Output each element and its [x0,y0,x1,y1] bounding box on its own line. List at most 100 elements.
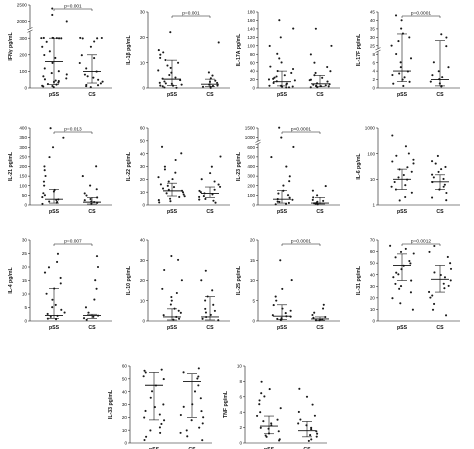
data-point [442,185,445,188]
data-point [410,279,413,282]
y-tick-label: 1500 [245,126,256,131]
data-point [80,54,83,57]
y-axis-label: IL-22 pg/mL [126,151,132,181]
category-label: CS [436,92,444,98]
data-point [258,399,261,402]
data-point [85,83,88,86]
y-tick-label: 40 [250,69,256,74]
data-point [143,439,146,442]
y-tick-label: 150 [19,174,27,179]
data-point [89,184,92,187]
axis-break-mark [255,139,261,143]
data-point [287,86,291,89]
data-point [412,158,415,161]
data-point [46,83,50,86]
data-point [204,299,207,302]
p-value-label: p=0.007 [64,239,82,245]
y-tick-label: 40 [140,238,146,243]
data-point [51,61,54,64]
data-point [278,200,281,203]
data-point [161,85,164,88]
y-axis-label: IL-1β pg/mL [126,34,132,64]
data-point [313,414,316,417]
y-tick-label: 180 [247,10,255,15]
data-point [276,52,279,55]
data-point [207,71,210,74]
data-point [93,57,96,60]
data-point [259,426,262,429]
y-tick-label: 5 [24,305,27,310]
data-point [399,66,402,69]
data-point [433,244,436,248]
data-point [269,65,272,68]
data-point [160,368,163,371]
y-tick-label: 6 [239,394,242,399]
data-point [143,369,146,372]
data-point [170,299,173,302]
data-point [443,287,446,290]
data-point [162,314,165,317]
y-tick-label: 200 [19,52,27,57]
data-point [322,303,325,306]
data-point [180,83,183,86]
data-point [397,176,400,179]
data-point [329,70,332,73]
data-point [158,81,161,84]
data-point [198,189,201,192]
data-point [60,308,63,311]
data-point [41,84,44,87]
data-point [161,187,165,190]
data-point [219,185,222,188]
data-point [198,195,201,198]
panel-1: 0 100 200 300 2000 2500 IFNγ pg/mL pSS CS p=0.001 [8,3,112,98]
y-tick-label: 0 [24,203,27,208]
p-value-label: p<0.0001 [291,127,311,133]
data-point [260,380,263,383]
y-tick-label: 100 [247,43,255,48]
data-point [309,434,312,437]
data-point [89,197,92,201]
data-point [167,188,170,191]
data-point [180,189,184,192]
y-tick-label: 45 [370,10,376,15]
y-tick-label: 60 [250,60,256,65]
data-point [389,244,392,247]
category-label: CS [316,92,324,98]
data-point [391,134,394,137]
data-point [163,419,166,422]
y-tick-label: 120 [247,35,255,40]
data-point [197,384,200,387]
data-point [83,192,86,195]
y-axis-label: IL-17A pg/mL [236,33,242,66]
data-point [42,180,46,183]
data-point [298,387,301,390]
data-point [86,75,89,78]
data-point [171,178,174,181]
data-point [312,196,315,199]
y-tick-label: 0 [252,319,255,324]
y-axis-label: IL-4 pg/mL [8,267,14,294]
data-point [201,317,204,320]
data-point [409,57,413,60]
data-point [214,79,217,82]
data-point [391,160,394,163]
data-point [407,152,410,155]
data-point [49,315,52,318]
data-point [95,165,98,168]
data-point [290,71,293,75]
data-point [161,287,164,290]
y-tick-label: 20 [140,177,146,182]
data-point [202,195,205,198]
data-point [153,406,156,409]
data-point [92,76,95,79]
panel-13: 0 10 20 30 40 50 60 IL-33 pg/mL pSS CS [108,364,212,449]
y-tick-label: 25 [370,43,376,48]
data-point [49,127,52,130]
category-label: pSS [277,92,288,98]
data-point [84,306,88,309]
data-point [159,183,162,186]
data-point [59,282,62,285]
data-point [276,317,279,321]
axis-break-gap [28,28,32,32]
data-point [95,255,99,258]
